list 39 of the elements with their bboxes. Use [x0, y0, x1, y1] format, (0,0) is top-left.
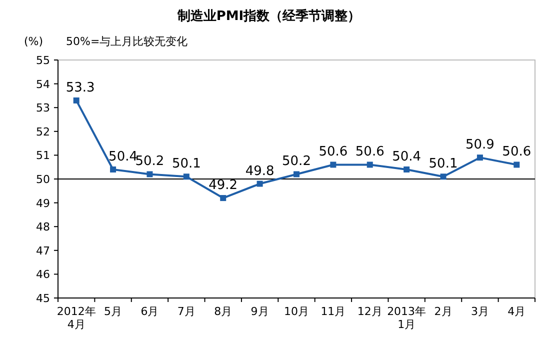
- y-tick-label: 53: [36, 102, 50, 115]
- chart-title: 制造业PMI指数（经季节调整）: [176, 8, 361, 24]
- y-tick-label: 52: [36, 125, 50, 138]
- data-label: 50.6: [318, 144, 348, 160]
- x-tick-label: 6月: [140, 305, 159, 318]
- data-label: 50.6: [502, 144, 532, 160]
- x-tick-label: 2012年 4月: [56, 305, 96, 331]
- y-tick-label: 48: [36, 220, 50, 234]
- data-label: 49.2: [208, 178, 238, 194]
- data-label: 50.2: [282, 154, 311, 170]
- x-tick-label: 10月: [284, 305, 309, 318]
- data-label: 50.6: [355, 144, 384, 160]
- y-tick-label: 54: [36, 78, 50, 91]
- x-tick-label: 8月: [214, 305, 232, 318]
- data-label: 50.1: [428, 156, 458, 172]
- y-tick-label: 49: [36, 196, 50, 210]
- x-tick-label: 4月: [508, 305, 526, 318]
- x-tick-label: 7月: [177, 305, 196, 318]
- x-tick-label: 3月: [470, 305, 489, 318]
- data-label: 50.4: [392, 149, 422, 164]
- y-tick-label: 45: [36, 292, 50, 305]
- text: 50%=与上月比较无变化: [66, 35, 188, 48]
- y-tick-label: 51: [36, 149, 50, 162]
- data-label: 50.2: [135, 154, 164, 170]
- y-tick-label: 47: [36, 244, 50, 258]
- data-label: 49.8: [245, 164, 274, 179]
- y-tick-label: 46: [36, 268, 50, 282]
- y-axis-title: (%): [24, 35, 44, 48]
- y-tick-label: 55: [36, 54, 50, 67]
- x-tick-label: 2月: [434, 305, 452, 318]
- x-tick-label: 12月: [357, 305, 382, 318]
- x-tick-label: 9月: [250, 305, 269, 318]
- x-tick-label: 2013年 1月: [387, 305, 426, 331]
- data-label: 50.1: [172, 156, 201, 172]
- y-tick-label: 50: [36, 173, 50, 186]
- data-label: 53.3: [66, 80, 95, 96]
- x-tick-label: 11月: [320, 305, 346, 318]
- x-tick-label: 5月: [104, 305, 122, 318]
- data-label: 50.9: [465, 138, 494, 153]
